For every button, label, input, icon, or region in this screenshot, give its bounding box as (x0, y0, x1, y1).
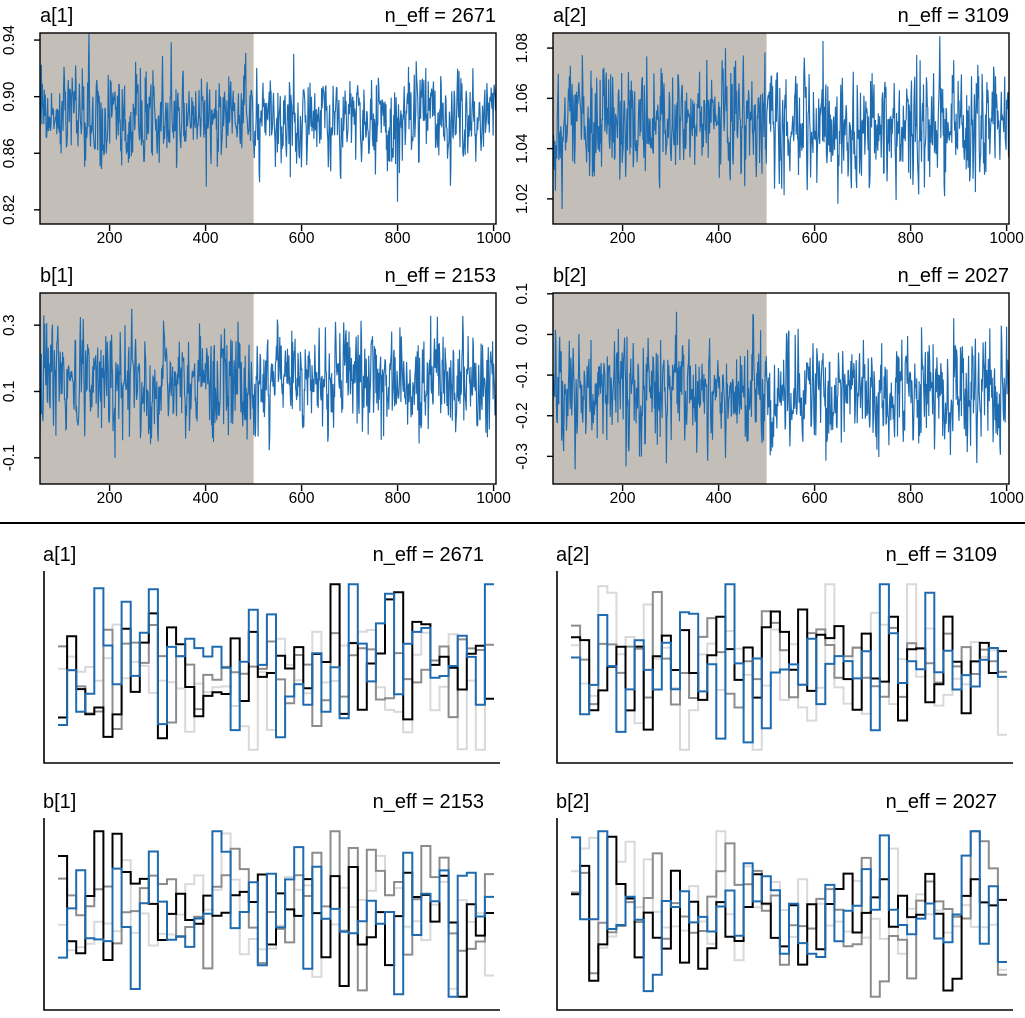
x-tick-label: 200 (97, 490, 123, 507)
panel-title: a[2] (553, 5, 587, 27)
x-tick-label: 800 (385, 490, 411, 507)
trace-line (552, 311, 1010, 470)
rank-chain-line (58, 830, 494, 998)
axis-lines (43, 571, 500, 764)
n-eff-label: n_eff = 2671 (384, 5, 496, 27)
y-tick-label: 0.82 (1, 195, 18, 225)
rank-panel-a2: a[2] n_eff = 3109 (513, 525, 1025, 771)
panel-title: b[1] (43, 791, 77, 813)
rank-plot-canvas-b2 (556, 818, 1013, 1011)
y-tick-label: 0.86 (1, 138, 18, 168)
panel-title: b[1] (40, 265, 74, 287)
x-tick-label: 200 (610, 230, 636, 247)
x-tick-label: 600 (289, 490, 315, 507)
n-eff-label: n_eff = 2027 (897, 265, 1009, 287)
rank-panel-a1: a[1] n_eff = 2671 (0, 525, 512, 771)
x-tick-label: 800 (898, 490, 924, 507)
y-tick-label: 1.02 (514, 184, 531, 214)
panel-title: b[2] (556, 791, 590, 813)
panel-title: a[1] (40, 5, 74, 27)
panel-title: b[2] (553, 265, 587, 287)
trace-plot-canvas-b2: 200 400 600 800 1000 0.1 0.0 -0.1 -0.2 -0.3 (514, 283, 1024, 507)
n-eff-label: n_eff = 2027 (885, 791, 997, 813)
axis-lines (43, 818, 500, 1011)
y-tick-label: 0.0 (514, 323, 531, 345)
y-tick-label: -0.1 (1, 444, 18, 471)
axis-lines (556, 818, 1013, 1011)
trace-line (39, 33, 497, 202)
trace-panel-b2: 200 400 600 800 1000 0.1 0.0 -0.1 -0.2 -0.3 b[2] … (513, 260, 1025, 520)
rank-plot-canvas-b1 (43, 818, 500, 1011)
rank-plot-canvas-a1 (43, 571, 500, 764)
x-tick-label: 200 (97, 230, 123, 247)
n-eff-label: n_eff = 2671 (372, 544, 484, 566)
rank-panel-b1: b[1] n_eff = 2153 (0, 772, 512, 1018)
x-tick-label: 400 (193, 230, 219, 247)
rank-plot-canvas-a2 (556, 571, 1013, 764)
n-eff-label: n_eff = 2153 (384, 265, 496, 287)
y-tick-label: 0.94 (1, 25, 18, 56)
panel-title: a[1] (43, 544, 77, 566)
y-tick-label: -0.3 (514, 443, 531, 470)
plot-box (552, 32, 1010, 225)
x-tick-label: 1000 (476, 230, 511, 247)
trace-panel-a1: 200 400 600 800 1000 0.82 0.86 0.90 0.94 a[1] n_… (0, 0, 512, 260)
y-tick-label: 0.1 (1, 381, 18, 403)
plot-box (39, 292, 497, 485)
x-tick-label: 1000 (476, 490, 511, 507)
n-eff-label: n_eff = 3109 (897, 5, 1009, 27)
trace-panel-a2: 200 400 600 800 1000 1.02 1.04 1.06 1.08 a[2] n_… (513, 0, 1025, 260)
rank-chain-line (571, 830, 1007, 993)
rank-chain-line (571, 608, 1007, 731)
x-tick-label: 600 (802, 490, 828, 507)
x-tick-label: 400 (193, 490, 219, 507)
y-tick-label: 0.3 (1, 314, 18, 336)
x-tick-label: 1000 (989, 230, 1024, 247)
trace-plot-canvas-a1: 200 400 600 800 1000 0.82 0.86 0.90 0.94 (1, 25, 511, 247)
y-tick-label: -0.1 (514, 362, 531, 389)
rank-panel-b2: b[2] n_eff = 2027 (513, 772, 1025, 1018)
rank-chain-line (58, 583, 494, 739)
x-tick-label: 600 (802, 230, 828, 247)
y-tick-label: 0.1 (514, 283, 531, 305)
trace-plot-canvas-b1: 200 400 600 800 1000 -0.1 0.1 0.3 (1, 292, 511, 507)
trace-line (552, 36, 1010, 210)
y-tick-label: 1.04 (514, 133, 531, 164)
x-tick-label: 200 (610, 490, 636, 507)
x-tick-label: 800 (898, 230, 924, 247)
section-divider (0, 522, 1025, 524)
y-tick-label: 1.08 (514, 33, 531, 63)
x-tick-label: 400 (706, 490, 732, 507)
x-tick-label: 400 (706, 230, 732, 247)
x-tick-label: 800 (385, 230, 411, 247)
n-eff-label: n_eff = 3109 (885, 544, 997, 566)
plot-box (39, 32, 497, 225)
trace-line (39, 308, 497, 458)
axis-lines (556, 571, 1013, 764)
rank-chain-line (571, 583, 1007, 744)
y-tick-label: 1.06 (514, 83, 531, 113)
x-tick-label: 600 (289, 230, 315, 247)
trace-plot-canvas-a2: 200 400 600 800 1000 1.02 1.04 1.06 1.08 (514, 32, 1024, 247)
n-eff-label: n_eff = 2153 (372, 791, 484, 813)
panel-title: a[2] (556, 544, 590, 566)
warmup-shade (40, 293, 254, 484)
plot-box (552, 292, 1010, 485)
trace-panel-b1: 200 400 600 800 1000 -0.1 0.1 0.3 b[1] n_eff = … (0, 260, 512, 520)
x-tick-label: 1000 (989, 490, 1024, 507)
y-tick-label: -0.2 (514, 402, 531, 429)
y-tick-label: 0.90 (1, 81, 18, 112)
